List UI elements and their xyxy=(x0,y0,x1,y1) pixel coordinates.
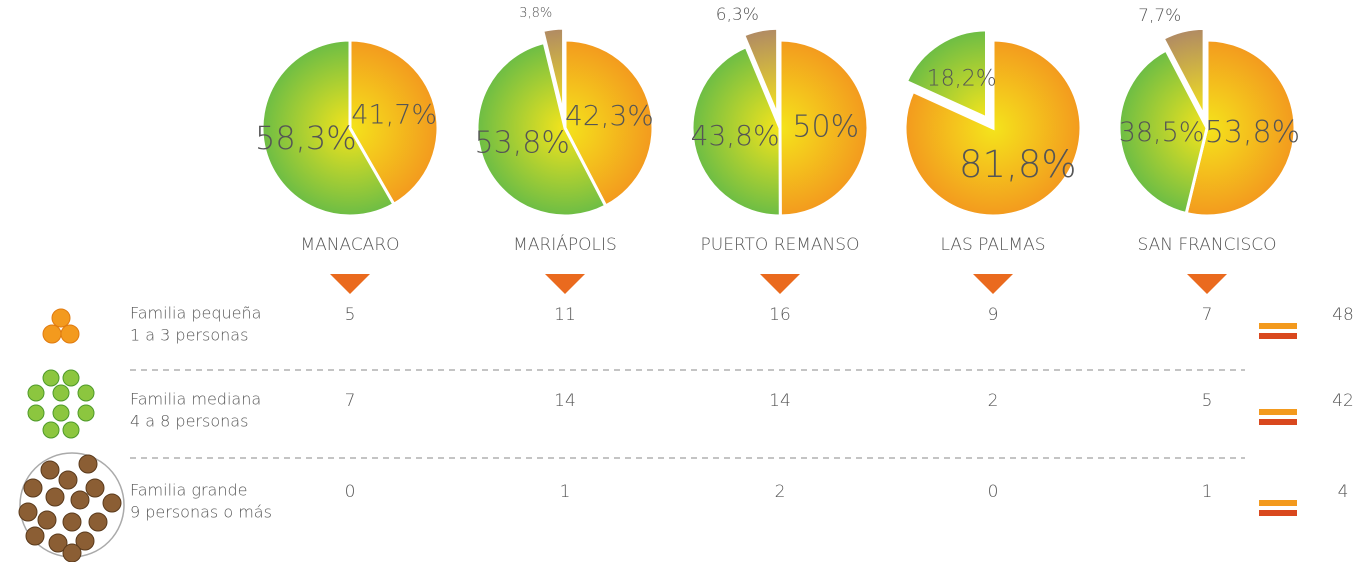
slice-label: 50% xyxy=(792,109,859,144)
cell-value: 0 xyxy=(988,482,999,502)
pie-slice xyxy=(690,44,782,218)
slice-label: 6,3% xyxy=(716,5,759,25)
slice-label: 58,3% xyxy=(255,119,357,157)
row-total: 42 xyxy=(1332,391,1354,411)
medium-family-icon xyxy=(27,369,95,439)
slice-label: 42,3% xyxy=(565,99,654,132)
slice-label: 43,8% xyxy=(691,119,780,152)
row-total: 48 xyxy=(1332,305,1354,325)
equals-bar xyxy=(1259,500,1297,506)
equals-bar xyxy=(1259,419,1297,425)
equals-bar xyxy=(1259,409,1297,415)
pie-slice xyxy=(741,26,780,117)
cell-value: 14 xyxy=(769,391,791,411)
row-label: Familia mediana xyxy=(130,390,261,409)
arrow xyxy=(760,274,800,294)
arrow xyxy=(545,274,585,294)
row-label: Familia grande xyxy=(130,481,247,500)
pie-title: MARIÁPOLIS xyxy=(513,233,617,255)
pie-title: SAN FRANCISCO xyxy=(1137,235,1276,255)
slice-label: 41,7% xyxy=(351,100,437,131)
row-label: 9 personas o más xyxy=(130,503,272,522)
arrow xyxy=(330,274,370,294)
slice-label: 38,5% xyxy=(1119,117,1205,148)
cell-value: 0 xyxy=(345,482,356,502)
slice-label: 53,8% xyxy=(1205,115,1300,150)
row-label: Familia pequeña xyxy=(130,304,261,323)
equals-bar xyxy=(1259,333,1297,339)
row-total: 4 xyxy=(1338,482,1349,502)
pie-slice xyxy=(1117,48,1209,216)
pie-title: PUERTO REMANSO xyxy=(701,235,860,255)
pie-slice xyxy=(563,38,655,209)
pie-slice xyxy=(1184,38,1297,218)
cell-value: 7 xyxy=(345,391,356,411)
cell-value: 7 xyxy=(1202,305,1213,325)
row-label: 1 a 3 personas xyxy=(130,326,248,345)
slice-label: 7,7% xyxy=(1138,6,1181,26)
cell-value: 1 xyxy=(560,482,571,502)
cell-value: 5 xyxy=(1202,391,1213,411)
pie-slice xyxy=(778,38,870,218)
cell-value: 5 xyxy=(345,305,356,325)
slice-label: 18,2% xyxy=(927,66,997,91)
cell-value: 2 xyxy=(988,391,999,411)
cell-value: 11 xyxy=(554,305,576,325)
large-family-icon xyxy=(18,452,125,562)
arrow xyxy=(973,274,1013,294)
cell-value: 9 xyxy=(988,305,999,325)
pie-slice xyxy=(903,38,1083,218)
pie-title: LAS PALMAS xyxy=(940,235,1045,255)
pie-slice xyxy=(475,40,608,218)
small-family-icon xyxy=(42,308,80,344)
cell-value: 14 xyxy=(554,391,576,411)
pie-slice xyxy=(904,28,989,121)
cell-value: 2 xyxy=(775,482,786,502)
cell-value: 16 xyxy=(769,305,791,325)
pie-slice xyxy=(1161,26,1206,118)
cell-value: 1 xyxy=(1202,482,1213,502)
pie-slice xyxy=(540,26,566,117)
equals-bar xyxy=(1259,510,1297,516)
pie-slice xyxy=(348,38,440,207)
slice-label: 81,8% xyxy=(959,143,1077,186)
pie-slice xyxy=(260,38,396,218)
slice-label: 53,8% xyxy=(475,126,570,161)
row-label: 4 a 8 personas xyxy=(130,412,248,431)
arrow xyxy=(1187,274,1227,294)
equals-bar xyxy=(1259,323,1297,329)
slice-label: 3,8% xyxy=(519,6,552,21)
pie-title: MANACARO xyxy=(300,235,399,255)
